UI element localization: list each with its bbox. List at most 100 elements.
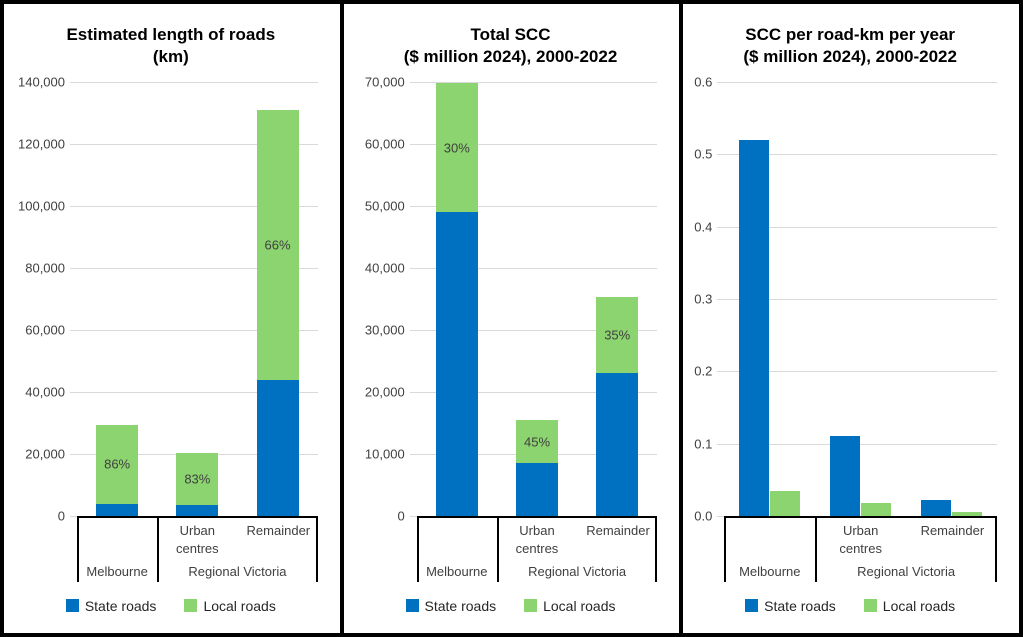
category-sub-label: Urban centres — [176, 523, 219, 556]
category-group-labels: Melbourne Regional Victoria — [417, 558, 658, 582]
legend-item-state-roads: State roads — [745, 598, 836, 614]
y-tick-label: 100,000 — [18, 198, 65, 214]
chart-title: Total SCC ($ million 2024), 2000-2022 — [403, 24, 618, 66]
y-tick-label: 0.1 — [694, 436, 713, 452]
y-tick-mark — [70, 144, 77, 145]
chart-body: 70,000 60,000 50,000 40,000 30,000 20,000 10,0… — [351, 75, 671, 524]
bar-segment-local-roads: 45% — [516, 419, 558, 464]
y-tick-label: 10,000 — [364, 446, 405, 462]
legend-label-state-roads: State roads — [764, 597, 836, 614]
bar-segment-local-roads: 83% — [176, 453, 219, 506]
y-tick-mark — [717, 82, 725, 83]
axis-divider-line — [815, 518, 818, 582]
y-tick-label: 0.3 — [694, 291, 713, 307]
bar-pair — [830, 436, 892, 516]
y-tick-label: 20,000 — [364, 384, 405, 400]
grid-line — [77, 392, 318, 393]
category-sub-label-cell: Remainder — [237, 518, 317, 558]
y-tick-mark — [717, 299, 725, 300]
legend-item-local-roads: Local roads — [184, 597, 276, 614]
legend-label-state-roads: State roads — [84, 597, 157, 614]
grid-line — [77, 82, 318, 83]
percent-label: 45% — [523, 434, 551, 450]
axis-divider-line — [655, 518, 658, 582]
legend-label-local-roads: Local roads — [882, 597, 956, 614]
y-tick-mark — [409, 82, 417, 83]
category-slot-remainder — [906, 82, 997, 516]
y-tick-label: 0.2 — [694, 363, 713, 379]
category-sub-label: Urban centres — [515, 523, 559, 556]
axis-divider-line — [77, 518, 79, 582]
y-tick-label: 40,000 — [25, 384, 65, 400]
y-tick-mark — [717, 443, 725, 445]
bar-segment-state-roads — [435, 212, 478, 516]
y-tick-label: 20,000 — [25, 446, 65, 462]
y-tick-mark — [409, 392, 417, 393]
axis-divider-line — [157, 518, 160, 582]
y-tick-label: 140,000 — [18, 74, 65, 90]
chart-body: 0.6 0.5 0.4 0.3 0.2 0.1 0.0 — [690, 75, 1010, 524]
grid-line — [416, 330, 658, 331]
y-tick-label: 60,000 — [25, 322, 65, 338]
y-tick-mark — [409, 206, 417, 207]
chart-body: 140,000 120,000 100,000 80,000 60,000 40,000 2… — [11, 75, 331, 524]
bar-segment-state-roads — [176, 505, 219, 516]
percent-label: 83% — [184, 471, 211, 487]
y-tick-mark — [409, 516, 417, 517]
bar-segment-state-roads — [256, 379, 299, 516]
y-tick-mark — [70, 392, 77, 393]
y-tick-label: 120,000 — [18, 136, 65, 152]
category-group-labels: Melbourne Regional Victoria — [77, 558, 318, 582]
bar-segment-state-roads — [516, 463, 558, 516]
grid-line — [77, 330, 318, 331]
chart-panel-scc-per-road-km: SCC per road-km per year ($ million 2024… — [681, 2, 1022, 635]
stacked-bar: 66% — [256, 109, 299, 516]
y-tick-mark — [70, 82, 77, 83]
y-tick-label: 40,000 — [364, 260, 405, 276]
legend-label-local-roads: Local roads — [203, 597, 276, 614]
y-tick-mark — [409, 268, 417, 269]
grid-line — [724, 299, 998, 300]
legend-swatch-state-roads — [405, 599, 419, 612]
grid-line — [416, 206, 658, 207]
y-tick-label: 0 — [57, 508, 65, 524]
y-tick-label: 0 — [397, 508, 405, 524]
chart-panel-total-scc: Total SCC ($ million 2024), 2000-2022 70… — [341, 2, 682, 635]
category-slot-urban-centres: 83% — [157, 82, 237, 516]
y-tick-label: 70,000 — [364, 74, 405, 90]
legend-item-local-roads: Local roads — [524, 598, 616, 614]
grid-line — [416, 82, 658, 83]
y-tick-mark — [70, 206, 77, 207]
y-tick-mark — [409, 330, 417, 331]
category-sub-label-cell: Urban centres — [157, 518, 237, 558]
category-slot-remainder: 66% — [237, 82, 317, 516]
category-axis: Urban centres Remainder Melbourne Regional … — [77, 516, 318, 582]
y-axis-labels: 0.6 0.5 0.4 0.3 0.2 0.1 0.0 — [690, 75, 725, 524]
y-tick-mark — [717, 371, 725, 373]
y-tick-mark — [717, 516, 725, 517]
stacked-bar: 45% — [516, 419, 558, 516]
category-group-label: Melbourne — [739, 564, 801, 579]
y-tick-mark — [70, 330, 77, 331]
stacked-bar: 30% — [435, 83, 478, 516]
percent-label: 35% — [604, 327, 631, 343]
bar-pair — [739, 139, 801, 516]
stacked-bar: 83% — [176, 453, 219, 516]
bar-segment-local-roads: 66% — [256, 109, 299, 380]
category-sub-label: Remainder — [920, 523, 985, 538]
category-sub-labels: Urban centres Remainder — [417, 518, 658, 558]
category-group-label: Melbourne — [86, 564, 148, 579]
y-tick-label: 30,000 — [364, 322, 405, 338]
bar-segment-state-roads — [96, 503, 139, 516]
category-sub-label-cell: Remainder — [577, 518, 657, 558]
category-axis: Urban centres Remainder Melbourne Regional … — [416, 516, 658, 582]
chart-title: Estimated length of roads (km) — [66, 24, 276, 66]
category-sub-label-cell: Remainder — [906, 518, 997, 558]
legend-item-state-roads: State roads — [405, 598, 496, 614]
plot-area — [724, 82, 998, 516]
percent-label: 30% — [443, 140, 470, 156]
axis-divider-line — [416, 518, 419, 582]
grid-line — [724, 226, 998, 228]
y-tick-label: 0.6 — [694, 74, 713, 90]
